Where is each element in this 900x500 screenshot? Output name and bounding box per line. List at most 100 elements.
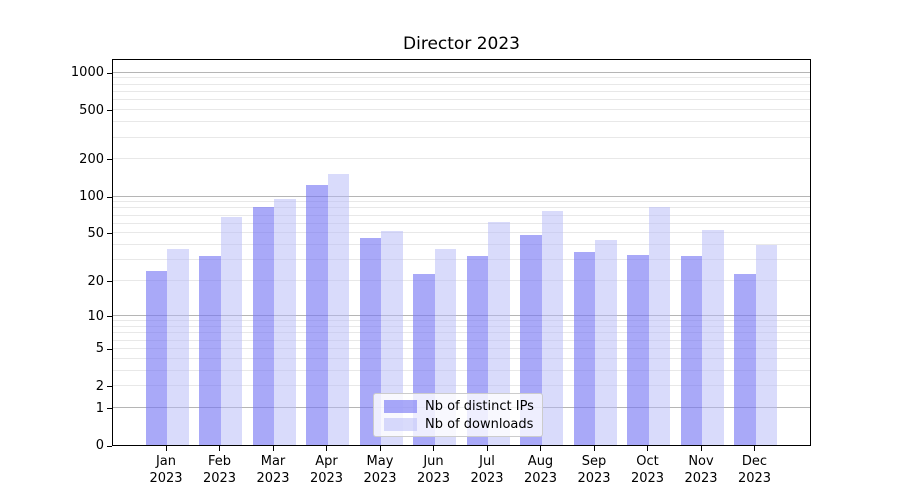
gridline-major-1000 (113, 71, 810, 73)
gridline-minor-80 (113, 207, 810, 209)
y-tick-label-500: 500 (79, 102, 104, 118)
legend-swatch-downloads-icon (384, 417, 417, 431)
gridline-major-100 (113, 195, 810, 197)
y-tick-label-2: 2 (95, 378, 104, 394)
gridline-minor-200 (113, 158, 810, 160)
legend-swatch-distinct-ips-icon (384, 399, 417, 413)
y-tick-2 (107, 386, 112, 388)
bar-downloads-mar-2023 (274, 198, 296, 445)
x-tick-aug-2023 (540, 446, 541, 451)
bar-downloads-jan-2023 (167, 248, 189, 445)
bar-distinct-ips-nov-2023 (680, 256, 702, 445)
legend-label-distinct-ips: Nb of distinct IPs (425, 398, 534, 414)
legend: Nb of distinct IPs Nb of downloads (373, 393, 543, 437)
x-tick-oct-2023 (647, 446, 648, 451)
bar-distinct-ips-sep-2023 (573, 251, 595, 445)
y-tick-label-10: 10 (87, 308, 104, 324)
gridline-minor-400 (113, 121, 810, 123)
gridline-minor-7 (113, 332, 810, 334)
y-tick-20 (107, 281, 112, 283)
y-tick-label-5: 5 (95, 341, 104, 357)
gridline-minor-700 (113, 91, 810, 93)
x-tick-label-may-2023: May 2023 (363, 454, 397, 486)
bar-distinct-ips-dec-2023 (734, 273, 756, 445)
bar-downloads-oct-2023 (648, 206, 670, 445)
gridline-minor-600 (113, 99, 810, 101)
gridline-minor-5 (113, 347, 810, 349)
y-tick-500 (107, 110, 112, 112)
y-tick-label-200: 200 (79, 151, 104, 167)
x-tick-feb-2023 (219, 446, 220, 451)
x-tick-jul-2023 (486, 446, 488, 451)
y-tick-label-1: 1 (95, 400, 104, 416)
x-tick-may-2023 (379, 446, 381, 451)
x-tick-label-jun-2023: Jun 2023 (416, 454, 451, 486)
gridline-major-10 (113, 315, 810, 317)
gridlines-layer (113, 60, 810, 445)
gridline-minor-900 (113, 77, 810, 79)
bar-distinct-ips-mar-2023 (252, 207, 274, 445)
x-tick-label-oct-2023: Oct 2023 (630, 454, 665, 486)
y-tick-label-0: 0 (95, 438, 104, 453)
y-tick-1000 (107, 72, 112, 74)
x-tick-label-jul-2023: Jul 2023 (470, 454, 504, 486)
bar-distinct-ips-aug-2023 (520, 235, 542, 445)
x-tick-label-dec-2023: Dec 2023 (737, 454, 772, 486)
gridline-minor-9 (113, 320, 810, 322)
gridline-minor-20 (113, 280, 810, 282)
legend-item-distinct-ips: Nb of distinct IPs (384, 399, 534, 414)
x-tick-label-sep-2023: Sep 2023 (577, 454, 611, 486)
gridline-minor-90 (113, 201, 810, 203)
bars-layer (113, 60, 810, 445)
plot-area (112, 59, 811, 446)
y-tick-0 (107, 445, 112, 447)
bar-distinct-ips-feb-2023 (199, 256, 221, 445)
gridline-minor-40 (113, 244, 810, 246)
x-tick-label-feb-2023: Feb 2023 (202, 454, 237, 486)
x-tick-label-nov-2023: Nov 2023 (684, 454, 718, 486)
bar-downloads-apr-2023 (327, 174, 349, 445)
bar-downloads-sep-2023 (595, 239, 617, 445)
gridline-minor-6 (113, 339, 810, 341)
x-tick-nov-2023 (700, 446, 702, 451)
y-tick-200 (107, 159, 112, 161)
gridline-minor-800 (113, 83, 810, 85)
legend-item-downloads: Nb of downloads (384, 417, 534, 432)
x-tick-sep-2023 (593, 446, 595, 451)
y-tick-1 (107, 408, 112, 410)
bar-downloads-feb-2023 (220, 217, 242, 445)
chart-title: Director 2023 (403, 34, 520, 54)
gridline-minor-500 (113, 109, 810, 111)
x-tick-label-apr-2023: Apr 2023 (309, 454, 344, 486)
x-tick-label-jan-2023: Jan 2023 (149, 454, 183, 486)
bar-distinct-ips-apr-2023 (306, 184, 328, 445)
gridline-minor-4 (113, 357, 810, 359)
bar-downloads-jul-2023 (488, 222, 510, 445)
gridline-minor-2 (113, 385, 810, 387)
y-tick-label-20: 20 (87, 273, 104, 289)
x-tick-label-mar-2023: Mar 2023 (256, 454, 290, 486)
gridline-minor-50 (113, 232, 810, 234)
y-tick-5 (107, 348, 112, 350)
legend-label-downloads: Nb of downloads (425, 416, 534, 432)
gridline-minor-300 (113, 136, 810, 138)
bar-downloads-may-2023 (381, 230, 403, 445)
x-tick-label-aug-2023: Aug 2023 (523, 454, 558, 486)
y-tick-100 (107, 196, 112, 198)
x-tick-jun-2023 (433, 446, 434, 451)
x-tick-dec-2023 (754, 446, 755, 451)
x-tick-jan-2023 (165, 446, 167, 451)
bar-downloads-aug-2023 (541, 211, 563, 445)
gridline-minor-8 (113, 325, 810, 327)
gridline-minor-3 (113, 369, 810, 371)
y-tick-label-50: 50 (87, 225, 104, 241)
gridline-minor-60 (113, 222, 810, 224)
bar-distinct-ips-jan-2023 (145, 271, 167, 445)
x-tick-apr-2023 (326, 446, 327, 451)
gridline-minor-70 (113, 214, 810, 216)
gridline-minor-30 (113, 259, 810, 261)
y-tick-10 (107, 316, 112, 318)
bar-downloads-nov-2023 (702, 229, 724, 445)
